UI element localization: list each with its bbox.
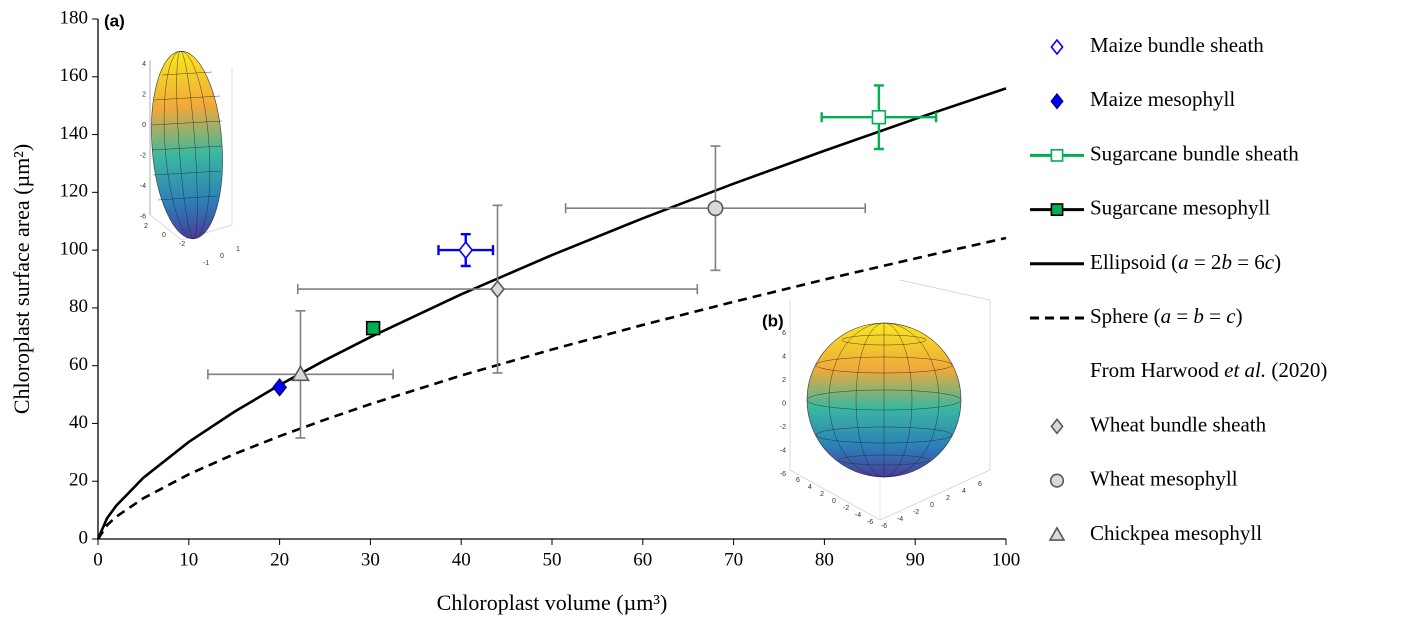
- legend-label: Chickpea mesophyll: [1090, 521, 1262, 545]
- inset-sphere: [789, 279, 991, 521]
- point: [365, 320, 381, 336]
- point: [272, 378, 288, 397]
- panel-label: (b): [762, 311, 784, 330]
- inset-tick-label: 0: [782, 400, 786, 407]
- inset-tick-label: 0: [930, 502, 934, 509]
- legend-label: Maize bundle sheath: [1090, 33, 1264, 57]
- inset-tick-label: -4: [855, 512, 861, 519]
- inset-tick-label: 6: [796, 477, 800, 484]
- panel-label: (a): [104, 11, 125, 30]
- y-tick-label: 160: [60, 65, 89, 86]
- inset-tick-label: 2: [946, 495, 950, 502]
- x-tick-label: 50: [543, 549, 562, 570]
- x-axis-title: Chloroplast volume (µm³): [437, 590, 668, 615]
- legend-marker: [1050, 418, 1064, 435]
- inset-tick-label: -2: [140, 152, 146, 159]
- x-tick-label: 40: [452, 549, 471, 570]
- inset-tick-label: 1: [236, 246, 240, 253]
- inset-tick-label: -4: [897, 516, 903, 523]
- legend-marker: [1048, 526, 1066, 541]
- point: [871, 110, 887, 125]
- inset-tick-label: 0: [142, 122, 146, 129]
- legend-note: From Harwood et al. (2020): [1090, 358, 1327, 382]
- inset-tick-label: -6: [140, 213, 146, 220]
- inset-tick-label: 0: [832, 498, 836, 505]
- point: [458, 240, 474, 260]
- curve: [96, 87, 1007, 540]
- legend-label: Maize mesophyll: [1090, 87, 1235, 111]
- legend-marker: [1049, 473, 1065, 488]
- inset-tick-label: 4: [142, 61, 146, 68]
- y-tick-label: 60: [69, 354, 88, 375]
- x-tick-label: 20: [270, 549, 289, 570]
- legend-label: Wheat mesophyll: [1090, 466, 1238, 490]
- inset-tick-label: -1: [203, 260, 209, 267]
- legend-marker: [1050, 149, 1064, 162]
- inset-tick-label: 2: [142, 91, 146, 98]
- x-tick-label: 90: [906, 549, 925, 570]
- point: [291, 364, 310, 382]
- inset-tick-label: 4: [808, 484, 812, 491]
- inset-tick-label: -6: [780, 471, 786, 478]
- x-tick-label: 10: [179, 549, 198, 570]
- y-tick-label: 80: [69, 296, 88, 317]
- x-tick-label: 100: [992, 549, 1021, 570]
- inset-tick-label: 2: [144, 223, 148, 230]
- inset-tick-label: 0: [220, 253, 224, 260]
- inset-tick-label: 4: [782, 353, 786, 360]
- inset-tick-label: -6: [881, 523, 887, 530]
- y-tick-label: 100: [60, 238, 89, 259]
- inset-tick-label: -2: [179, 241, 185, 248]
- x-tick-label: 30: [361, 549, 380, 570]
- y-tick-label: 20: [69, 470, 88, 491]
- inset-tick-label: -6: [867, 519, 873, 526]
- y-axis-title: Chloroplast surface area (µm²): [9, 144, 34, 414]
- legend-label: Sugarcane mesophyll: [1090, 195, 1270, 219]
- inset-tick-label: -4: [140, 183, 146, 190]
- legend-label: Ellipsoid (a = 2b = 6c): [1090, 250, 1281, 274]
- x-tick-label: 80: [815, 549, 834, 570]
- inset-tick-label: 0: [162, 232, 166, 239]
- legend-label: Sphere (a = b = c): [1090, 304, 1243, 328]
- inset-tick-label: 2: [820, 491, 824, 498]
- x-tick-label: 60: [633, 549, 652, 570]
- inset-tick-label: -2: [913, 509, 919, 516]
- inset-tick-label: -2: [780, 424, 786, 431]
- legend-marker: [1050, 38, 1064, 56]
- inset-tick-label: -4: [780, 447, 786, 454]
- curve: [96, 236, 1007, 540]
- inset-tick-label: 4: [962, 488, 966, 495]
- y-tick-label: 140: [60, 123, 89, 144]
- inset-tick-label: 6: [978, 481, 982, 488]
- x-tick-label: 0: [93, 549, 103, 570]
- point: [707, 200, 724, 217]
- y-tick-label: 0: [79, 527, 89, 548]
- x-tick-label: 70: [724, 549, 743, 570]
- legend-label: Sugarcane bundle sheath: [1090, 141, 1299, 165]
- inset-ellipsoid: [149, 50, 233, 241]
- inset-tick-label: -2: [843, 505, 849, 512]
- inset-tick-label: 6: [782, 330, 786, 337]
- legend-marker: [1050, 92, 1064, 110]
- point: [490, 279, 505, 299]
- y-tick-label: 180: [60, 7, 89, 28]
- legend-marker: [1050, 203, 1064, 216]
- y-tick-label: 120: [60, 181, 89, 202]
- inset-tick-label: 2: [782, 377, 786, 384]
- legend-label: Wheat bundle sheath: [1090, 412, 1267, 436]
- y-tick-label: 40: [69, 412, 88, 433]
